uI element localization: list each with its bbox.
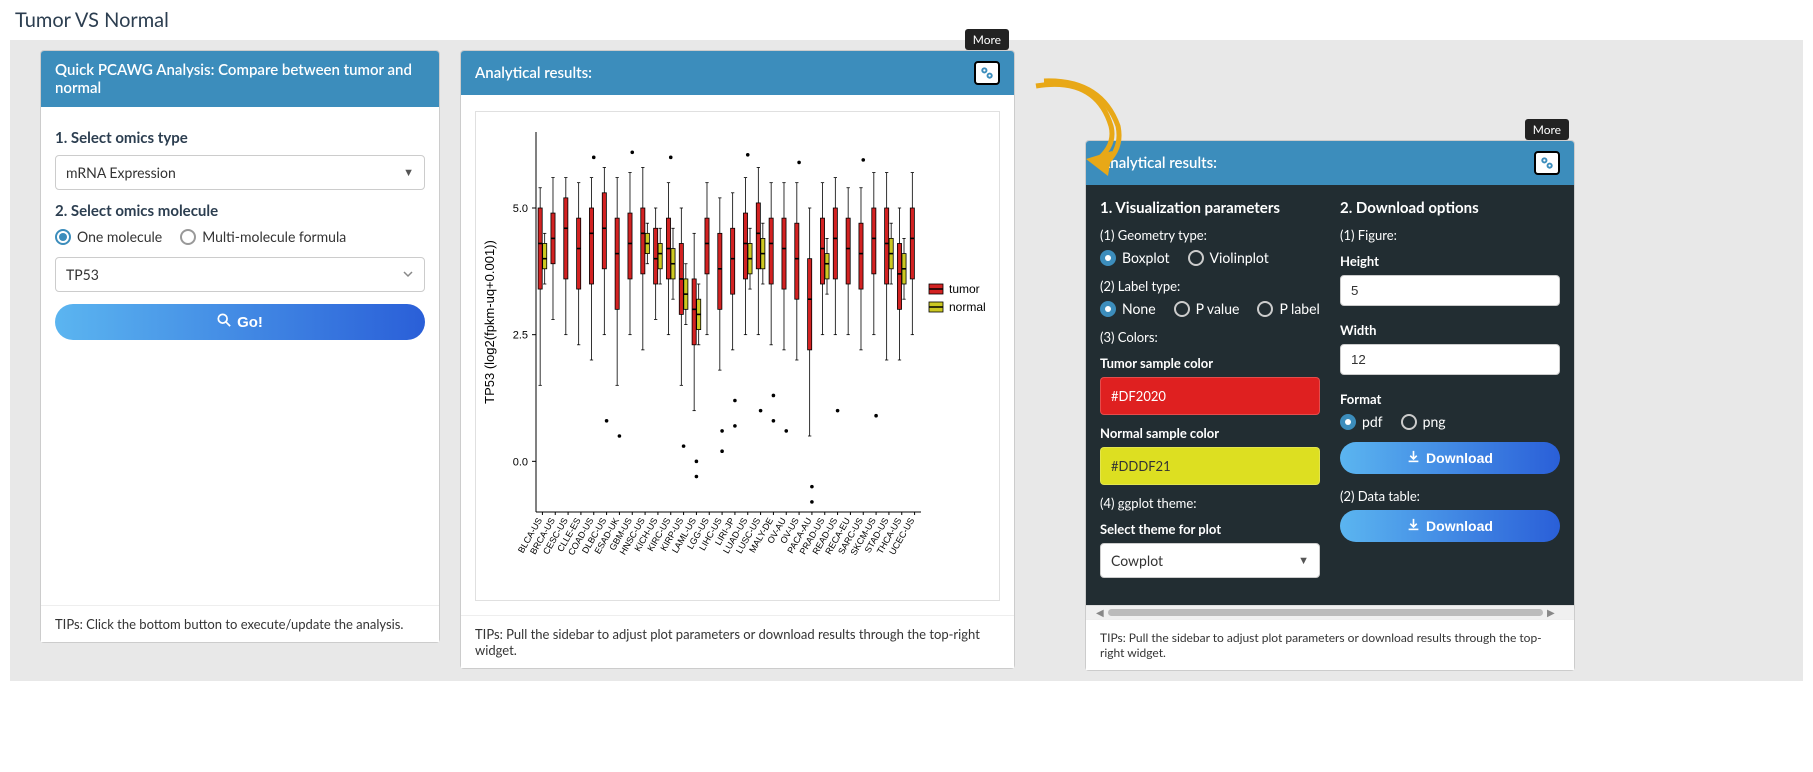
radio-png-label: png [1423, 413, 1446, 430]
scrollbar-thumb[interactable] [1108, 609, 1543, 616]
format-label: Format [1340, 391, 1560, 407]
query-panel-header: Quick PCAWG Analysis: Compare between tu… [41, 51, 439, 107]
theme-label: (4) ggplot theme: [1100, 495, 1320, 511]
radio-label-plabel-text: P label [1279, 300, 1319, 317]
radio-boxplot[interactable]: Boxplot [1100, 249, 1170, 266]
omics-type-value: mRNA Expression [66, 164, 176, 181]
radio-label-pvalue-text: P value [1196, 300, 1240, 317]
geom-type-label: (1) Geometry type: [1100, 227, 1320, 243]
radio-multi-molecule-label: Multi-molecule formula [202, 228, 346, 245]
label-type-label: (2) Label type: [1100, 278, 1320, 294]
radio-one-molecule[interactable]: One molecule [55, 228, 162, 245]
radio-label-pvalue[interactable]: P value [1174, 300, 1240, 317]
theme-value: Cowplot [1111, 552, 1163, 569]
settings-panel-header: Analytical results: [1086, 141, 1574, 185]
molecule-value: TP53 [66, 266, 99, 283]
more-badge-right: More [1525, 119, 1569, 140]
download-figure-label: Download [1426, 450, 1493, 466]
normal-color-label: Normal sample color [1100, 425, 1320, 441]
radio-label-none[interactable]: None [1100, 300, 1156, 317]
radio-format-pdf[interactable]: pdf [1340, 413, 1383, 430]
radio-format-png[interactable]: png [1401, 413, 1446, 430]
svg-text:2.5: 2.5 [513, 330, 528, 342]
radio-icon-checked [1100, 250, 1116, 266]
tumor-color-swatch[interactable]: #DF2020 [1100, 377, 1320, 415]
download-table-button[interactable]: Download [1340, 510, 1560, 542]
scroll-right-arrow: ▶ [1547, 607, 1555, 619]
radio-pdf-label: pdf [1362, 413, 1383, 430]
download-table-label: Download [1426, 518, 1493, 534]
figure-label: (1) Figure: [1340, 227, 1560, 243]
step2-label: 2. Select omics molecule [55, 202, 425, 220]
radio-icon-checked [55, 229, 71, 245]
settings-panel: More Analytical results: 1. Visualizatio… [1085, 140, 1575, 671]
height-input[interactable] [1340, 275, 1560, 306]
gear-icon [1540, 156, 1554, 170]
download-icon [1407, 518, 1420, 534]
center-tip: TIPs: Pull the sidebar to adjust plot pa… [461, 615, 1014, 668]
viz-params-title: 1. Visualization parameters [1100, 199, 1320, 217]
omics-type-select[interactable]: mRNA Expression ▼ [55, 155, 425, 190]
download-icon [1407, 450, 1420, 466]
colors-label: (3) Colors: [1100, 329, 1320, 345]
svg-text:tumor: tumor [949, 282, 980, 296]
height-label: Height [1340, 253, 1560, 269]
radio-label-plabel[interactable]: P label [1257, 300, 1319, 317]
horizontal-scrollbar[interactable]: ◀ ▶ [1086, 605, 1574, 619]
gear-icon [980, 66, 994, 80]
page-title: Tumor VS Normal [0, 0, 1813, 40]
boxplot-chart: 0.02.55.0TP53 (log2(fpkm-uq+0.001))BLCA-… [475, 111, 1000, 601]
tumor-color-label: Tumor sample color [1100, 355, 1320, 371]
radio-boxplot-label: Boxplot [1122, 249, 1170, 266]
go-button[interactable]: Go! [55, 304, 425, 340]
download-figure-button[interactable]: Download [1340, 442, 1560, 474]
radio-violinplot-label: Violinplot [1210, 249, 1269, 266]
settings-gear-button[interactable] [974, 61, 1000, 85]
normal-color-swatch[interactable]: #DDDF21 [1100, 447, 1320, 485]
radio-one-molecule-label: One molecule [77, 228, 162, 245]
svg-text:5.0: 5.0 [513, 203, 528, 215]
download-title: 2. Download options [1340, 199, 1560, 217]
svg-text:0.0: 0.0 [513, 456, 528, 468]
radio-icon [1174, 301, 1190, 317]
results-panel: More Analytical results: 0.02.55.0TP53 (… [460, 50, 1015, 669]
more-badge: More [965, 29, 1009, 50]
datatable-label: (2) Data table: [1340, 488, 1560, 504]
radio-icon [1401, 414, 1417, 430]
settings-gear-button-2[interactable] [1534, 151, 1560, 175]
query-panel: Quick PCAWG Analysis: Compare between tu… [40, 50, 440, 643]
results-panel-title: Analytical results: [475, 64, 592, 82]
step1-label: 1. Select omics type [55, 129, 425, 147]
molecule-select[interactable]: TP53 [55, 257, 425, 292]
viz-params-column: 1. Visualization parameters (1) Geometry… [1100, 199, 1320, 591]
theme-select-label: Select theme for plot [1100, 521, 1320, 537]
results-panel-header: Analytical results: [461, 51, 1014, 95]
right-tip: TIPs: Pull the sidebar to adjust plot pa… [1086, 619, 1574, 670]
go-button-label: Go! [237, 314, 263, 331]
chevron-down-icon [402, 266, 414, 283]
theme-select[interactable]: Cowplot ▼ [1100, 543, 1320, 578]
radio-icon-checked [1340, 414, 1356, 430]
left-tip: TIPs: Click the bottom button to execute… [41, 605, 439, 642]
caret-down-icon: ▼ [403, 166, 414, 179]
radio-icon [1188, 250, 1204, 266]
radio-icon [1257, 301, 1273, 317]
radio-violinplot[interactable]: Violinplot [1188, 249, 1269, 266]
radio-icon-checked [1100, 301, 1116, 317]
svg-text:TP53 (log2(fpkm-uq+0.001)): TP53 (log2(fpkm-uq+0.001)) [482, 240, 497, 404]
radio-multi-molecule[interactable]: Multi-molecule formula [180, 228, 346, 245]
radio-icon [180, 229, 196, 245]
search-icon [217, 313, 231, 331]
download-options-column: 2. Download options (1) Figure: Height W… [1340, 199, 1560, 591]
radio-label-none-text: None [1122, 300, 1156, 317]
svg-text:normal: normal [949, 300, 986, 314]
arrow-icon [1026, 71, 1136, 181]
caret-down-icon: ▼ [1298, 554, 1309, 567]
width-input[interactable] [1340, 344, 1560, 375]
width-label: Width [1340, 322, 1560, 338]
scroll-left-arrow: ◀ [1096, 607, 1104, 619]
